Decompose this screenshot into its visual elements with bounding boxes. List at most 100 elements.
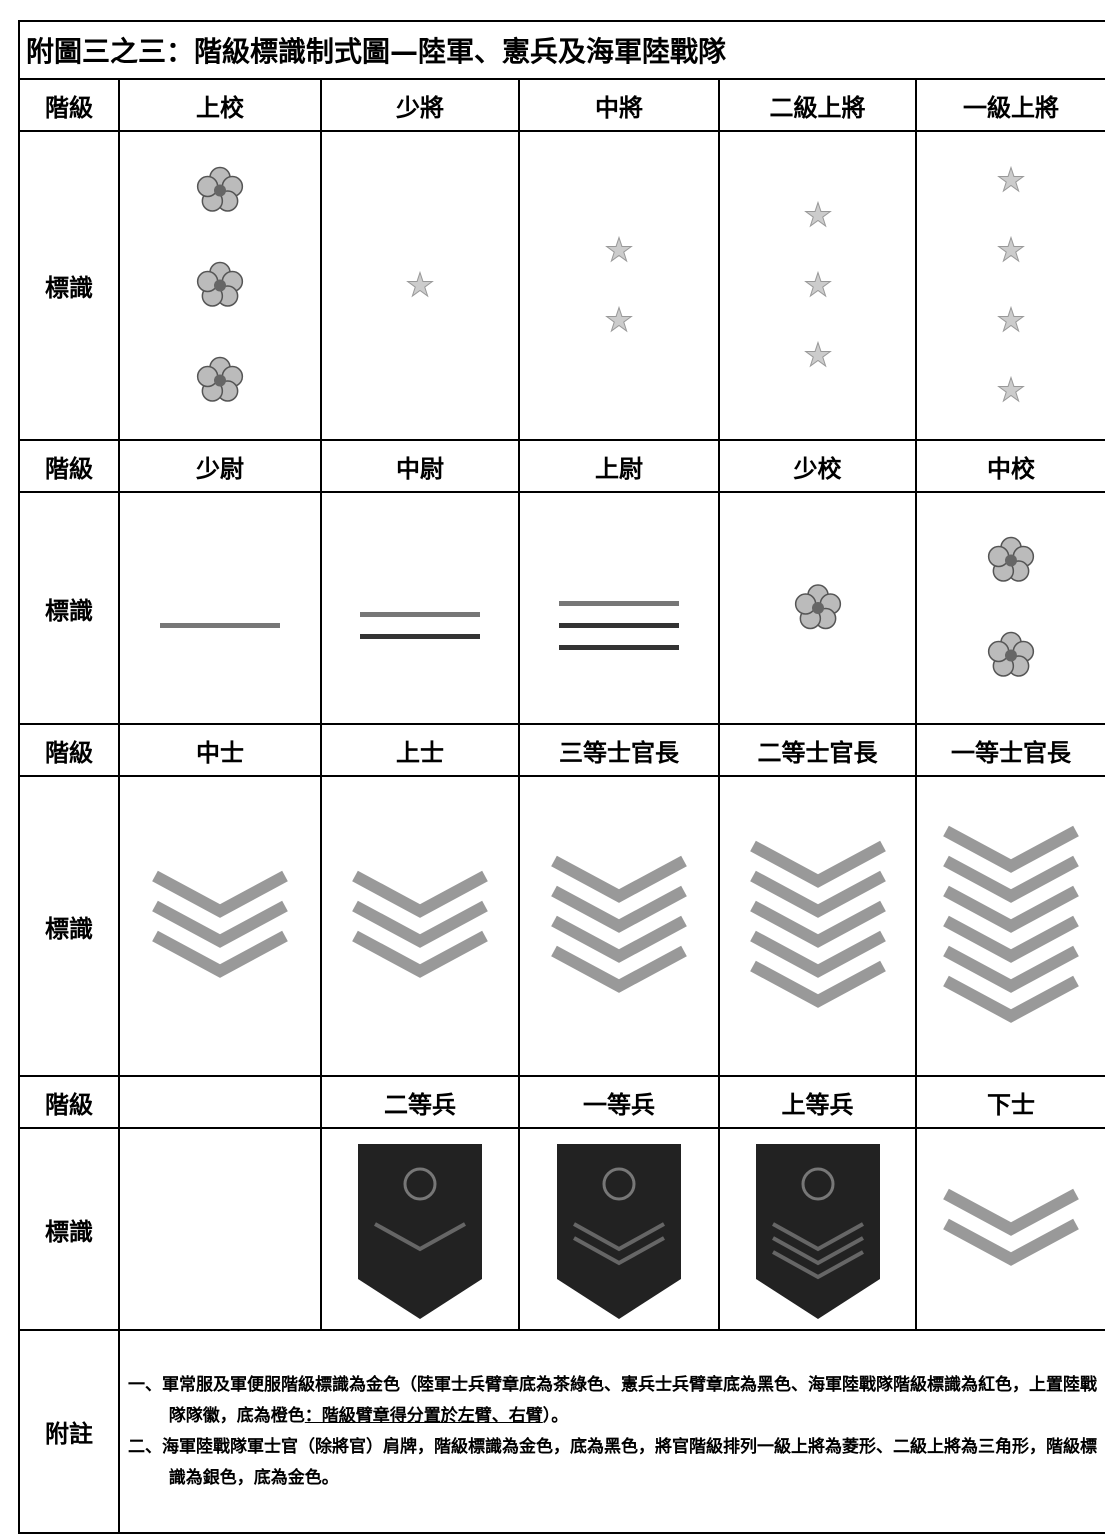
plum-petal bbox=[196, 175, 219, 198]
emblem bbox=[801, 1167, 834, 1201]
rank-name: 二等兵 bbox=[320, 1075, 520, 1129]
rank-name: 中將 bbox=[518, 78, 720, 132]
plum-petal bbox=[794, 593, 816, 615]
rank-name: 一等士官長 bbox=[914, 723, 1105, 777]
bar bbox=[559, 645, 679, 650]
insignia bbox=[152, 870, 288, 978]
insignia bbox=[803, 200, 832, 368]
insignia-row: 標識 bbox=[18, 1127, 1105, 1331]
plum-petal bbox=[987, 640, 1010, 663]
note-item: 二、海軍陸戰隊軍士官（除將官）肩牌，階級標識為金色，底為黑色，將官階級排列一級上… bbox=[128, 1432, 1097, 1494]
chevron bbox=[943, 1218, 1079, 1266]
insignia bbox=[130, 1130, 310, 1328]
rank-name: 上等兵 bbox=[718, 1075, 917, 1129]
insignia-cell bbox=[320, 775, 520, 1077]
bar bbox=[559, 623, 679, 628]
note-text: 二、海軍陸戰隊軍士官（除將官）肩牌，階級標識為金色，底為黑色，將官階級排列一級上… bbox=[128, 1436, 1097, 1488]
insignia-label: 標識 bbox=[18, 1127, 120, 1331]
insignia bbox=[794, 584, 841, 630]
plum-petal bbox=[196, 365, 219, 388]
chevron bbox=[943, 855, 1079, 903]
insignia-cell bbox=[518, 775, 720, 1077]
rank-row: 階級 上校 少將 中將 二級上將 一級上將 bbox=[18, 78, 1105, 132]
chevron bbox=[551, 915, 687, 963]
insignia bbox=[997, 165, 1025, 403]
rank-name: 少將 bbox=[320, 78, 520, 132]
chevron bbox=[749, 960, 886, 1008]
chevron bbox=[573, 1236, 665, 1266]
insignia bbox=[559, 601, 679, 650]
rank-table: 附圖三之三：階級標識制式圖—陸軍、憲兵及海軍陸戰隊 階級 上校 少將 中將 二級上將 一級… bbox=[17, 20, 1105, 1534]
rank-name: 二級上將 bbox=[718, 78, 917, 132]
insignia bbox=[160, 623, 280, 628]
patch bbox=[755, 1144, 880, 1319]
document: 附圖三之三：階級標識制式圖—陸軍、憲兵及海軍陸戰隊 階級 上校 少將 中將 二級上將 一級… bbox=[17, 20, 1105, 1534]
insignia-cell bbox=[320, 491, 520, 725]
star bbox=[997, 235, 1025, 263]
insignia-cell bbox=[718, 1127, 917, 1331]
notes-row: 附註 一、軍常服及軍便服階級標識為金色（陸軍士兵臂章底為茶綠色、憲兵士兵臂章底為黑… bbox=[18, 1329, 1105, 1534]
insignia bbox=[196, 166, 244, 402]
note-tail: ）。 bbox=[542, 1405, 569, 1426]
rank-name: 一等兵 bbox=[518, 1075, 720, 1129]
star bbox=[803, 200, 832, 228]
rank-label: 階級 bbox=[18, 78, 120, 132]
bar bbox=[559, 601, 679, 606]
chevron bbox=[943, 945, 1079, 993]
note-underlined: ：階級臂章得分置於左臂、右臂 bbox=[304, 1405, 543, 1426]
star bbox=[997, 375, 1025, 403]
plum-center bbox=[1005, 554, 1017, 567]
rank-name: 上校 bbox=[118, 78, 322, 132]
plum-petal bbox=[987, 545, 1010, 568]
chevron bbox=[573, 1222, 665, 1252]
insignia-cell bbox=[914, 130, 1105, 441]
insignia bbox=[943, 825, 1079, 1023]
insignia bbox=[406, 270, 434, 298]
insignia bbox=[557, 1144, 681, 1319]
insignia-row: 標識 bbox=[18, 130, 1105, 441]
chevron bbox=[771, 1236, 864, 1266]
bar bbox=[360, 612, 480, 617]
chevron bbox=[771, 1250, 864, 1280]
emblem bbox=[602, 1167, 636, 1201]
chevron bbox=[943, 825, 1079, 873]
chevron bbox=[749, 840, 886, 888]
bar bbox=[360, 634, 480, 639]
rank-name: 三等士官長 bbox=[518, 723, 720, 777]
rank-name: 中校 bbox=[914, 439, 1105, 493]
rank-label: 階級 bbox=[18, 439, 120, 493]
plum-center bbox=[1005, 649, 1017, 662]
chevron bbox=[749, 900, 886, 948]
rank-label: 階級 bbox=[18, 1075, 120, 1129]
insignia bbox=[987, 536, 1035, 677]
insignia-cell bbox=[518, 1127, 720, 1331]
chevron bbox=[551, 855, 687, 903]
chevron bbox=[352, 870, 488, 918]
insignia bbox=[352, 870, 488, 978]
star bbox=[406, 270, 434, 298]
note-text: 一、軍常服及軍便服階級標識為金色（陸軍士兵臂章底為茶綠色、憲兵士兵臂章底為黑色、… bbox=[128, 1374, 1097, 1426]
star bbox=[997, 165, 1025, 193]
insignia-label: 標識 bbox=[18, 775, 120, 1077]
patch bbox=[358, 1144, 482, 1319]
insignia bbox=[360, 612, 480, 639]
chevron bbox=[943, 885, 1079, 933]
plum-center bbox=[214, 374, 226, 387]
chevron bbox=[152, 870, 288, 918]
plum-petal bbox=[196, 270, 219, 293]
emblem bbox=[403, 1167, 437, 1201]
insignia-row: 標識 bbox=[18, 775, 1105, 1077]
chevron bbox=[551, 945, 687, 993]
insignia-cell bbox=[718, 491, 917, 725]
bar bbox=[160, 623, 280, 628]
insignia bbox=[943, 1188, 1079, 1266]
insignia-cell bbox=[914, 491, 1105, 725]
insignia bbox=[749, 840, 886, 1008]
insignia-cell bbox=[914, 775, 1105, 1077]
plum-center bbox=[214, 184, 226, 197]
rank-name bbox=[118, 1075, 322, 1129]
rank-row: 階級 二等兵 一等兵 上等兵 下士 bbox=[18, 1075, 1105, 1129]
rank-name: 一級上將 bbox=[914, 78, 1105, 132]
chevron bbox=[943, 915, 1079, 963]
chevron bbox=[749, 930, 886, 978]
